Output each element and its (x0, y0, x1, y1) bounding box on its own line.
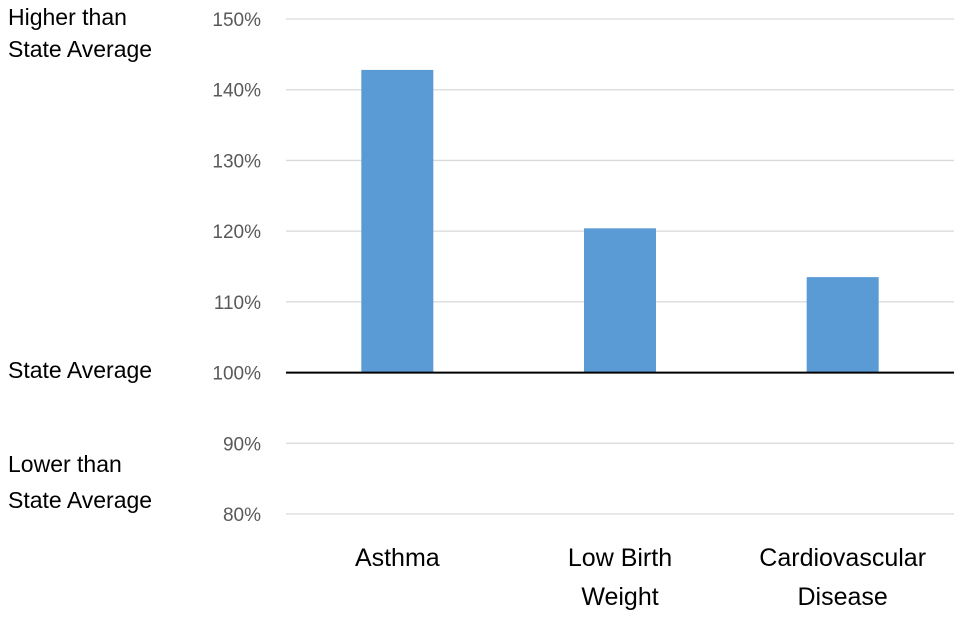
x-category-label: Weight (581, 583, 658, 611)
y-tick-label: 90% (223, 434, 261, 455)
x-axis-category-labels: Asthma Low Birth Weight Cardiovascular Disea… (355, 544, 926, 611)
y-tick-label: 120% (212, 222, 261, 243)
bar (361, 69, 434, 373)
y-tick-label: 130% (212, 151, 261, 172)
y-axis-tick-labels: 80% 90% 100% 110% 120% 130% 140% 150% (212, 10, 261, 526)
lower-than-state-average-label: Lower than State Average (8, 451, 152, 513)
y-tick-label: 150% (212, 10, 261, 31)
y-tick-label: 140% (212, 81, 261, 102)
x-category-label: Cardiovascular (759, 544, 926, 572)
side-labels: Higher than State Average State Average … (8, 4, 152, 513)
lower-label-line-2: State Average (8, 487, 152, 513)
higher-than-state-average-label: Higher than State Average (8, 4, 152, 62)
bars (361, 69, 879, 373)
higher-label-line-2: State Average (8, 36, 152, 62)
x-category-label: Low Birth (568, 544, 672, 572)
higher-label-line-1: Higher than (8, 4, 127, 30)
y-tick-label: 110% (214, 293, 261, 314)
bar (806, 277, 879, 373)
state-average-label: State Average (8, 357, 152, 383)
x-category-label: Disease (798, 583, 888, 611)
x-category-label: Asthma (355, 544, 440, 572)
lower-label-line-1: Lower than (8, 451, 122, 477)
y-tick-label: 100% (212, 364, 261, 385)
y-tick-label: 80% (223, 505, 261, 526)
bar (584, 228, 656, 373)
